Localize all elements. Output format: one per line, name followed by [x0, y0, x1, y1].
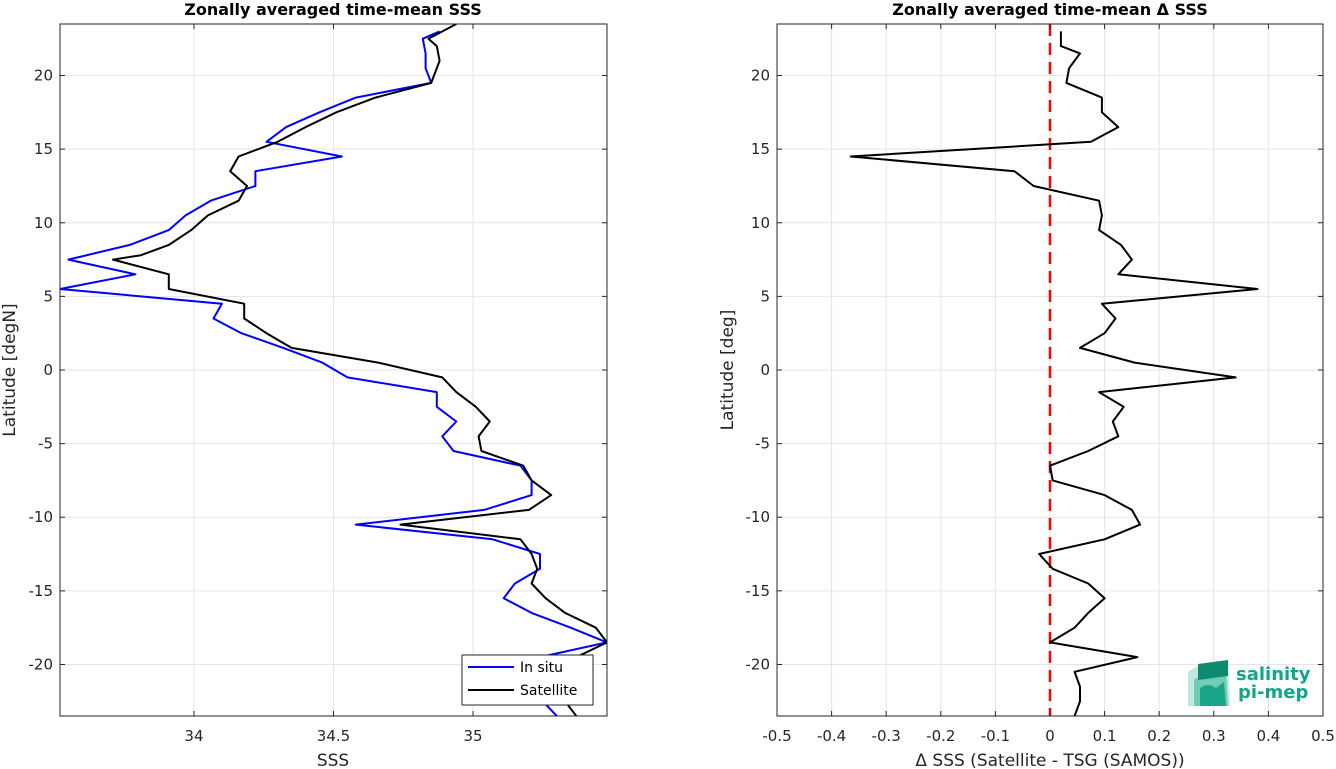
left-y-axis-label: Latitude [degN] — [0, 303, 20, 436]
y-tick-label: -10 — [29, 508, 54, 526]
series-line-delta-sss — [849, 31, 1259, 716]
y-tick-label: 0 — [43, 361, 53, 379]
y-tick-label: 20 — [34, 67, 53, 85]
y-tick-label: -5 — [755, 435, 770, 453]
legend: In situ Satellite — [461, 654, 594, 706]
right-chart: -0.5 -0.4 -0.3 -0.2 -0.1 0 0.1 0.2 0.3 0.4 0.5 -20 -… — [718, 0, 1335, 769]
x-tick-label: 0.2 — [1147, 727, 1171, 745]
logo-text-pimep: pi-mep — [1238, 682, 1308, 703]
y-tick-label: 0 — [760, 361, 770, 379]
left-chart: 34 34.5 35 -20 -15 -10 -5 0 5 10 15 20 Zonally aver… — [0, 0, 608, 769]
x-tick-label: -0.1 — [981, 727, 1010, 745]
left-x-axis-label: SSS — [317, 751, 349, 769]
legend-label-satellite: Satellite — [520, 683, 577, 699]
x-tick-label: -0.5 — [762, 727, 791, 745]
x-tick-label: 0.1 — [1093, 727, 1117, 745]
logo-text-salinity: salinity — [1236, 664, 1311, 685]
y-tick-label: 10 — [34, 214, 53, 232]
right-chart-title: Zonally averaged time-mean Δ SSS — [892, 0, 1208, 19]
y-tick-label: 5 — [43, 287, 53, 305]
left-chart-title: Zonally averaged time-mean SSS — [184, 0, 482, 19]
y-tick-label: -5 — [38, 435, 53, 453]
series-line-in-situ — [60, 30, 607, 716]
x-tick-label: -0.3 — [872, 727, 901, 745]
x-tick-label: -0.4 — [817, 727, 846, 745]
series-line-satellite — [112, 24, 607, 716]
y-tick-label: -10 — [746, 508, 771, 526]
x-tick-label: 34.5 — [317, 727, 350, 745]
y-tick-label: 10 — [751, 214, 770, 232]
y-tick-label: -15 — [29, 582, 54, 600]
right-series-group — [849, 24, 1259, 716]
y-tick-label: 5 — [760, 287, 770, 305]
right-ticks: -0.5 -0.4 -0.3 -0.2 -0.1 0 0.1 0.2 0.3 0.4 0.5 -20 -… — [746, 24, 1335, 745]
y-tick-label: -20 — [746, 655, 771, 673]
y-tick-label: 15 — [34, 140, 53, 158]
wave-icon — [1188, 660, 1230, 706]
x-tick-label: 34 — [184, 727, 203, 745]
legend-label-in-situ: In situ — [520, 660, 563, 676]
right-y-axis-label: Latitude [deg] — [718, 310, 738, 431]
x-tick-label: 0.5 — [1311, 727, 1335, 745]
x-tick-label: 0.4 — [1256, 727, 1280, 745]
y-tick-label: -20 — [29, 655, 54, 673]
legend-box — [461, 654, 594, 706]
x-tick-label: 0.3 — [1202, 727, 1226, 745]
left-ticks: 34 34.5 35 -20 -15 -10 -5 0 5 10 15 20 — [29, 24, 607, 745]
y-tick-label: -15 — [746, 582, 771, 600]
y-tick-label: 15 — [751, 140, 770, 158]
x-tick-label: -0.2 — [926, 727, 955, 745]
salinity-pimep-logo: salinity pi-mep — [1188, 660, 1311, 706]
x-tick-label: 0 — [1045, 727, 1055, 745]
x-tick-label: 35 — [463, 727, 482, 745]
y-tick-label: 20 — [751, 67, 770, 85]
right-x-axis-label: Δ SSS (Satellite - TSG (SAMOS)) — [915, 751, 1184, 769]
left-series-group — [60, 24, 607, 716]
